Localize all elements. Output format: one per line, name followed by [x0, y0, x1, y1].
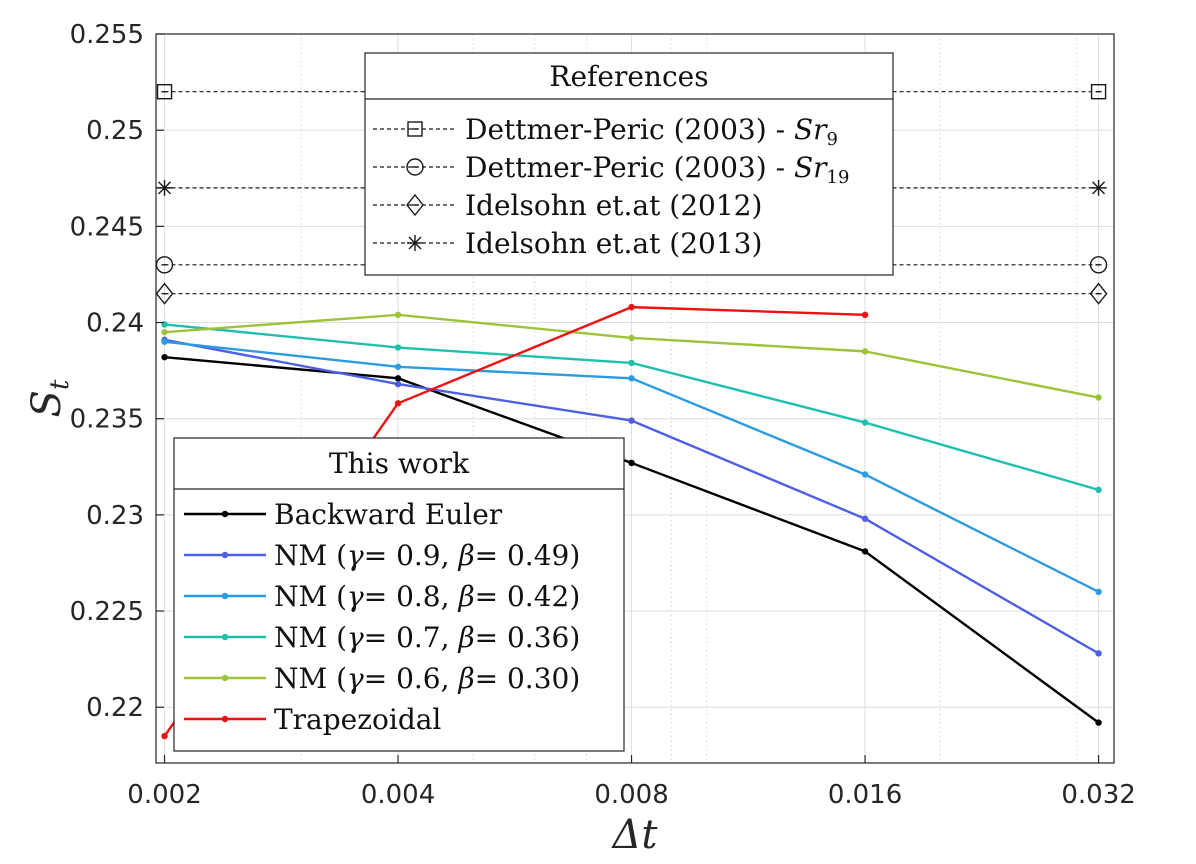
- references-legend-box: [364, 52, 894, 276]
- reference-marker-circle-right: [1089, 256, 1108, 274]
- this-work-legend-label-0: Backward Euler: [274, 498, 503, 531]
- this-work-legend-marker-2: [221, 592, 229, 600]
- series-2-point-0: [161, 338, 168, 345]
- series-1-point-1: [394, 380, 402, 388]
- series-0-point-1: [394, 375, 402, 382]
- reference-lines: [155, 84, 1108, 305]
- legend-references: References Dettmer-Peric (2003) - Sr9Dett…: [364, 52, 894, 276]
- series-2-point-2: [628, 375, 635, 382]
- y-tick-label-3: 0.235: [70, 405, 144, 435]
- series-0-point-3: [861, 548, 869, 555]
- plot-frame: [155, 33, 1115, 764]
- series-4-point-3: [861, 348, 869, 355]
- series-1-point-3: [861, 515, 869, 522]
- y-axis-label: St: [24, 379, 75, 417]
- y-tick-label-7: 0.255: [70, 20, 144, 50]
- series-0-point-0: [161, 353, 168, 361]
- x-tick-label-2: 0.008: [594, 780, 668, 810]
- legend-this-work: This work Backward Euler NM (γ= 0.9, β= 0.…: [173, 437, 625, 752]
- references-legend-diamond-icon: [406, 193, 424, 217]
- series-4-point-1: [394, 311, 402, 319]
- references-legend-asterisk-icon: [407, 235, 423, 251]
- y-tick-label-2: 0.23: [86, 501, 144, 531]
- series-4-point-2: [628, 334, 635, 342]
- references-legend-label-1: Dettmer-Peric (2003) - Sr19: [465, 151, 849, 188]
- this-work-legend-marker-4: [221, 674, 229, 682]
- this-work-legend-label-1: NM (γ= 0.9, β= 0.49): [274, 539, 580, 572]
- reference-marker-square-right: [1090, 84, 1107, 100]
- references-legend-square-icon: [407, 121, 423, 137]
- series-5-point-3: [861, 311, 869, 319]
- references-legend-title: References: [549, 60, 708, 93]
- reference-marker-diamond-right: [1089, 282, 1108, 305]
- reference-marker-asterisk-left: [156, 179, 173, 196]
- series-0-point-4: [1095, 719, 1102, 726]
- x-tick-label-1: 0.004: [361, 780, 435, 810]
- series-5-point-0: [161, 732, 168, 740]
- this-work-legend-marker-3: [221, 633, 229, 641]
- series-5-point-1: [394, 400, 402, 407]
- x-tick-label-3: 0.016: [828, 780, 902, 810]
- references-legend-label-3: Idelsohn et.at (2013): [465, 227, 762, 260]
- y-tick-label-6: 0.25: [86, 116, 144, 146]
- y-tick-label-1: 0.225: [70, 597, 144, 627]
- axes: 0.22 0.225 0.23 0.235 0.24 0.245 0.25 0.255 0.00…: [24, 20, 1136, 858]
- this-work-legend-label-2: NM (γ= 0.8, β= 0.42): [274, 580, 580, 613]
- series-3-point-3: [861, 419, 869, 426]
- series-3-point-1: [394, 344, 402, 351]
- this-work-legend-label-3: NM (γ= 0.7, β= 0.36): [274, 621, 580, 654]
- series-5-point-2: [628, 303, 635, 311]
- this-work-legend-label-4: NM (γ= 0.6, β= 0.30): [274, 662, 580, 695]
- series-0-point-2: [628, 459, 635, 467]
- references-legend-label-0: Dettmer-Peric (2003) - Sr9: [465, 113, 838, 150]
- series-4-point-0: [161, 328, 168, 336]
- series-2-point-1: [394, 363, 402, 370]
- series-1-point-2: [628, 417, 635, 424]
- references-legend-circle-icon: [406, 158, 424, 176]
- series-3-point-4: [1095, 486, 1102, 494]
- y-tick-label-4: 0.24: [86, 309, 144, 339]
- references-legend-label-2: Idelsohn et.at (2012): [465, 189, 762, 222]
- this-work-legend-title: This work: [329, 447, 470, 480]
- reference-marker-asterisk-right: [1090, 179, 1107, 196]
- series-3-point-2: [628, 359, 635, 367]
- series-1-point-4: [1095, 650, 1102, 657]
- y-tick-label-0: 0.22: [86, 693, 144, 723]
- x-tick-label-0: 0.002: [127, 780, 201, 810]
- y-tick-label-5: 0.245: [70, 212, 144, 242]
- reference-marker-diamond-left: [155, 282, 174, 305]
- this-work-legend-box: [173, 437, 625, 752]
- this-work-legend-marker-0: [221, 510, 229, 518]
- this-work-legend-label-5: Trapezoidal: [274, 703, 441, 736]
- x-axis-label: Δt: [611, 812, 659, 858]
- series-4-point-4: [1095, 394, 1102, 401]
- this-work-legend-marker-1: [221, 551, 229, 559]
- reference-marker-square-left: [156, 84, 173, 100]
- x-tick-label-4: 0.032: [1061, 780, 1135, 810]
- series-2-point-3: [861, 471, 869, 478]
- series-2-point-4: [1095, 588, 1102, 596]
- this-work-legend-marker-5: [221, 715, 229, 723]
